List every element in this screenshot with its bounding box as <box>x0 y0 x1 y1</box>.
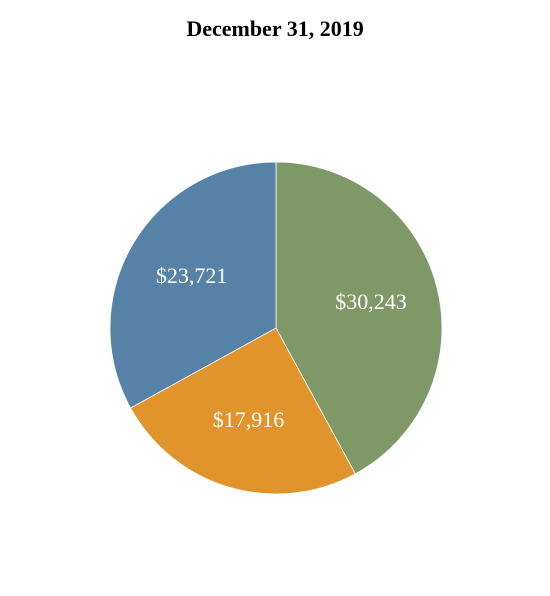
slices-layer <box>109 161 443 495</box>
slice-value-label-2: $23,721 <box>156 263 228 288</box>
slice-value-label-1: $17,916 <box>213 407 285 432</box>
slice-value-label-0: $30,243 <box>335 289 407 314</box>
labels-layer: $30,243 $17,916 $23,721 <box>156 263 407 432</box>
pie-slice-1 <box>129 327 356 495</box>
pie-slice-0 <box>275 161 443 475</box>
pie-slice-2 <box>109 161 277 409</box>
chart-title: December 31, 2019 <box>186 16 364 41</box>
